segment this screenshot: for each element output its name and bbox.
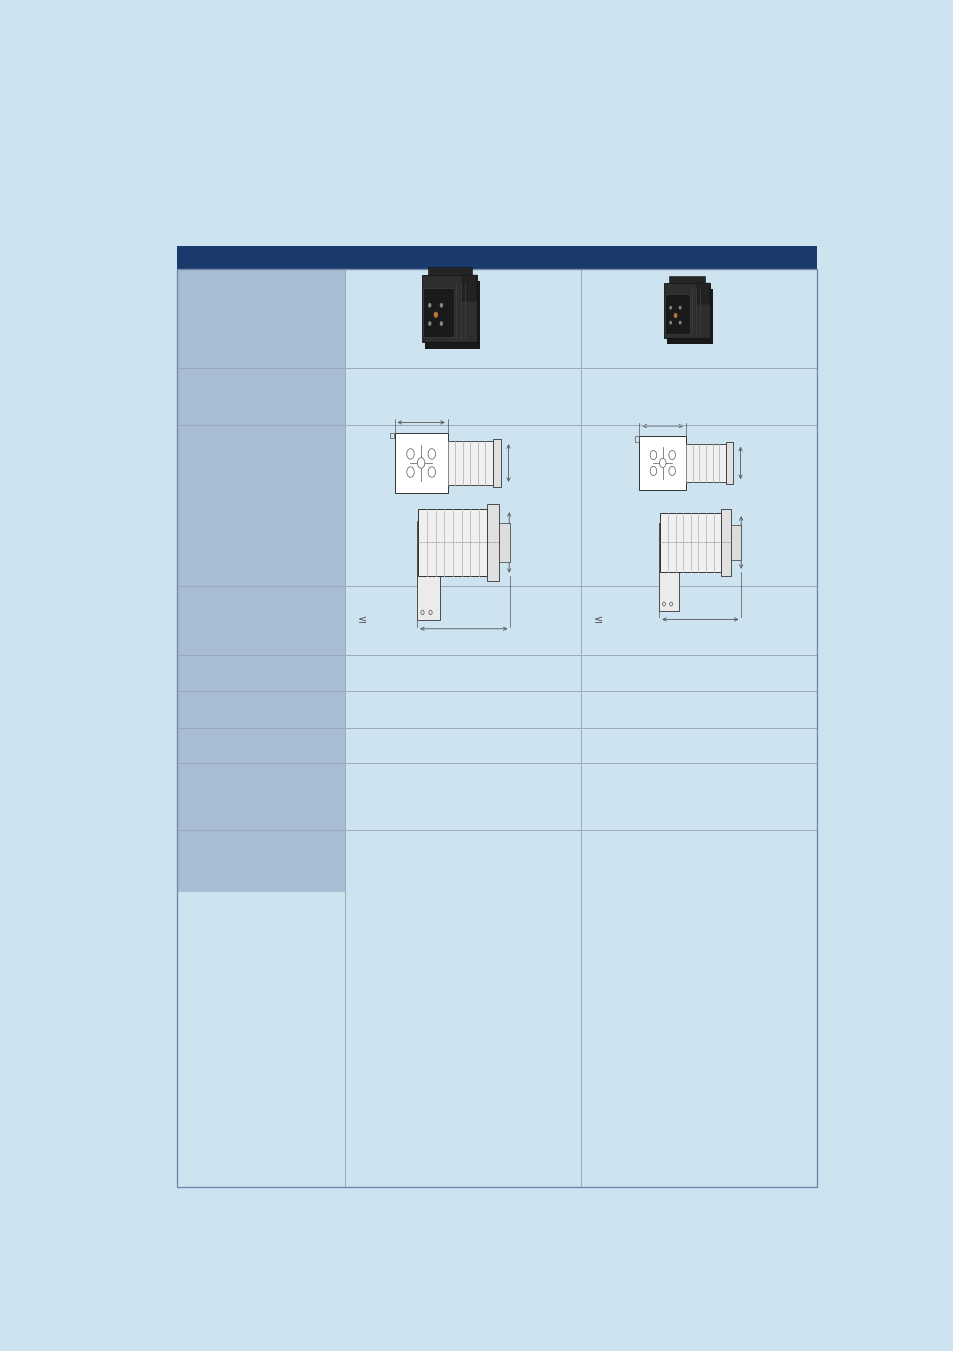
Circle shape xyxy=(434,312,437,317)
Circle shape xyxy=(679,305,680,309)
Circle shape xyxy=(439,322,442,326)
Bar xyxy=(395,432,447,493)
Bar xyxy=(424,281,480,349)
Bar xyxy=(447,442,493,485)
Bar xyxy=(427,266,472,274)
Bar xyxy=(418,509,487,576)
Circle shape xyxy=(668,450,675,459)
Circle shape xyxy=(659,458,665,467)
Bar xyxy=(461,274,476,300)
Circle shape xyxy=(673,313,677,317)
Bar xyxy=(720,508,731,577)
Bar xyxy=(664,295,689,334)
Bar xyxy=(176,586,344,655)
Bar xyxy=(176,269,344,369)
Bar xyxy=(176,426,344,586)
Bar xyxy=(176,763,344,830)
Bar xyxy=(685,444,725,482)
Bar xyxy=(176,269,817,1186)
Circle shape xyxy=(439,303,442,308)
Bar xyxy=(663,282,709,338)
Circle shape xyxy=(428,322,431,326)
Bar xyxy=(344,426,817,586)
Bar xyxy=(697,282,709,304)
Circle shape xyxy=(668,466,675,476)
Text: ≤: ≤ xyxy=(594,615,602,626)
Circle shape xyxy=(668,320,671,324)
Circle shape xyxy=(649,450,656,459)
Bar xyxy=(176,246,817,269)
Bar xyxy=(731,526,740,559)
Bar xyxy=(344,586,817,655)
Circle shape xyxy=(428,449,435,459)
Circle shape xyxy=(668,305,671,309)
Bar xyxy=(498,523,510,562)
Bar xyxy=(344,692,817,728)
Circle shape xyxy=(649,466,656,476)
Bar xyxy=(344,763,817,830)
Circle shape xyxy=(428,467,435,477)
Bar xyxy=(487,504,498,581)
Bar xyxy=(659,513,720,571)
Circle shape xyxy=(406,467,414,477)
Bar xyxy=(344,369,817,426)
Bar xyxy=(344,655,817,692)
Bar xyxy=(344,269,817,369)
Circle shape xyxy=(428,303,431,308)
Bar xyxy=(176,369,344,426)
Bar xyxy=(666,289,712,345)
Bar xyxy=(635,436,638,442)
Bar xyxy=(176,830,344,892)
Bar xyxy=(416,521,439,620)
Bar xyxy=(493,439,500,488)
Bar xyxy=(659,523,679,611)
Bar xyxy=(639,436,685,489)
Bar xyxy=(668,276,704,282)
Bar xyxy=(725,442,733,484)
Bar xyxy=(344,728,817,763)
Circle shape xyxy=(679,320,680,324)
Bar xyxy=(390,432,394,438)
Bar xyxy=(176,692,344,728)
Bar xyxy=(176,655,344,692)
Bar xyxy=(344,830,817,892)
Circle shape xyxy=(417,458,424,469)
Bar xyxy=(421,274,476,343)
Circle shape xyxy=(406,449,414,459)
Bar xyxy=(176,728,344,763)
Text: ≤: ≤ xyxy=(357,615,367,626)
Bar xyxy=(423,288,453,336)
